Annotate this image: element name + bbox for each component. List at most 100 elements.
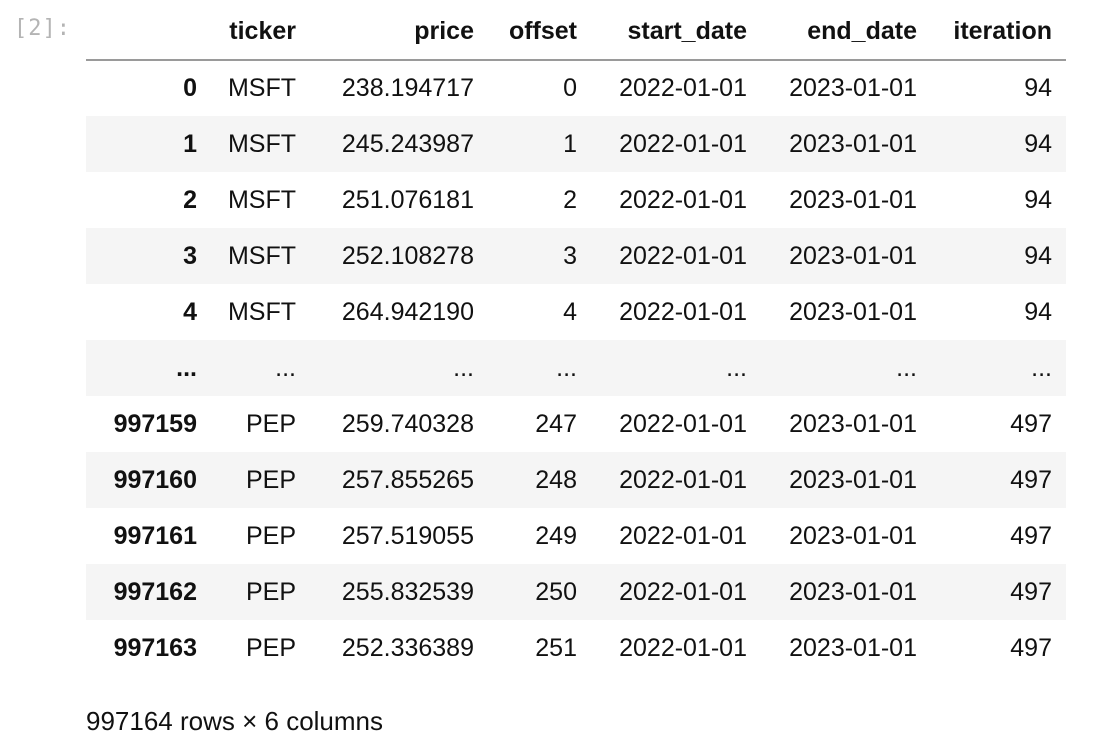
offset-cell: 0 bbox=[563, 74, 577, 102]
offset-cell: ... bbox=[556, 353, 577, 382]
iteration-cell: 497 bbox=[1010, 577, 1052, 606]
ticker-cell: MSFT bbox=[227, 185, 296, 214]
dataframe-shape-summary: 997164 rows × 6 columns bbox=[86, 706, 384, 736]
offset-cell: 2 bbox=[563, 185, 577, 214]
iteration-cell: 94 bbox=[1024, 241, 1052, 270]
ticker-cell: PEP bbox=[245, 409, 296, 438]
iteration-cell: 94 bbox=[1024, 185, 1052, 214]
end-date-cell: 2023-01-01 bbox=[789, 521, 917, 550]
row-index-cell: 3 bbox=[183, 241, 197, 270]
offset-cell: 248 bbox=[535, 465, 577, 494]
dataframe-table: ticker price offset start_date end_date … bbox=[86, 4, 1066, 676]
price-cell: 252.108278 bbox=[341, 241, 474, 270]
price-cell: 257.519055 bbox=[341, 521, 474, 550]
offset-cell: 1 bbox=[563, 129, 577, 158]
table-row: 997161 PEP 257.519055 249 2022-01-01 202… bbox=[86, 508, 1066, 564]
ticker-cell: PEP bbox=[245, 521, 296, 550]
start-date-cell: 2022-01-01 bbox=[619, 465, 747, 494]
start-date-cell: 2022-01-01 bbox=[619, 297, 747, 326]
end-date-cell: 2023-01-01 bbox=[789, 633, 917, 662]
header-cell-index bbox=[86, 4, 211, 61]
price-cell: 245.243987 bbox=[341, 129, 474, 158]
price-cell: 259.740328 bbox=[341, 409, 474, 438]
iteration-cell: 497 bbox=[1010, 465, 1052, 494]
table-row: 3 MSFT 252.108278 3 2022-01-01 2023-01-0… bbox=[86, 228, 1066, 284]
iteration-cell: ... bbox=[1031, 353, 1052, 382]
iteration-cell: 94 bbox=[1024, 129, 1052, 158]
iteration-cell: 94 bbox=[1024, 74, 1052, 102]
row-index-cell: 997161 bbox=[113, 521, 197, 550]
end-date-cell: 2023-01-01 bbox=[789, 74, 917, 102]
iteration-cell: 497 bbox=[1010, 633, 1052, 662]
offset-cell: 250 bbox=[535, 577, 577, 606]
table-row: 0 MSFT 238.194717 0 2022-01-01 2023-01-0… bbox=[86, 60, 1066, 116]
end-date-cell: 2023-01-01 bbox=[789, 129, 917, 158]
ticker-cell: PEP bbox=[245, 577, 296, 606]
table-body: 0 MSFT 238.194717 0 2022-01-01 2023-01-0… bbox=[86, 60, 1066, 676]
price-cell: 264.942190 bbox=[341, 297, 474, 326]
row-index-cell: 997159 bbox=[113, 409, 197, 438]
start-date-cell: 2022-01-01 bbox=[619, 577, 747, 606]
start-date-cell: 2022-01-01 bbox=[619, 409, 747, 438]
row-index-cell: 2 bbox=[183, 185, 197, 214]
cell-output-area: ticker price offset start_date end_date … bbox=[86, 4, 1066, 676]
row-index-cell: ... bbox=[176, 353, 197, 382]
price-cell: 257.855265 bbox=[341, 465, 474, 494]
table-row: 4 MSFT 264.942190 4 2022-01-01 2023-01-0… bbox=[86, 284, 1066, 340]
offset-cell: 247 bbox=[535, 409, 577, 438]
price-cell: 251.076181 bbox=[341, 185, 474, 214]
row-index-cell: 997163 bbox=[113, 633, 197, 662]
end-date-cell: ... bbox=[896, 353, 917, 382]
row-index-cell: 997162 bbox=[113, 577, 197, 606]
header-cell-offset: offset bbox=[488, 4, 591, 61]
iteration-cell: 94 bbox=[1024, 297, 1052, 326]
start-date-cell: 2022-01-01 bbox=[619, 74, 747, 102]
header-cell-ticker: ticker bbox=[211, 4, 310, 61]
start-date-cell: 2022-01-01 bbox=[619, 521, 747, 550]
table-row: 997163 PEP 252.336389 251 2022-01-01 202… bbox=[86, 620, 1066, 676]
row-index-cell: 997160 bbox=[113, 465, 197, 494]
end-date-cell: 2023-01-01 bbox=[789, 465, 917, 494]
offset-cell: 251 bbox=[535, 633, 577, 662]
start-date-cell: 2022-01-01 bbox=[619, 241, 747, 270]
start-date-cell: 2022-01-01 bbox=[619, 633, 747, 662]
ticker-cell: MSFT bbox=[227, 241, 296, 270]
row-index-cell: 0 bbox=[183, 74, 197, 102]
offset-cell: 3 bbox=[563, 241, 577, 270]
ticker-cell: ... bbox=[275, 353, 296, 382]
table-row: 1 MSFT 245.243987 1 2022-01-01 2023-01-0… bbox=[86, 116, 1066, 172]
ticker-cell: PEP bbox=[245, 633, 296, 662]
ticker-cell: MSFT bbox=[227, 129, 296, 158]
row-index-cell: 4 bbox=[183, 297, 197, 326]
start-date-cell: 2022-01-01 bbox=[619, 185, 747, 214]
table-row: 2 MSFT 251.076181 2 2022-01-01 2023-01-0… bbox=[86, 172, 1066, 228]
cell-execution-prompt: [2]: bbox=[14, 16, 71, 41]
table-row: 997160 PEP 257.855265 248 2022-01-01 202… bbox=[86, 452, 1066, 508]
ticker-cell: MSFT bbox=[227, 297, 296, 326]
start-date-cell: ... bbox=[726, 353, 747, 382]
table-row: 997159 PEP 259.740328 247 2022-01-01 202… bbox=[86, 396, 1066, 452]
ticker-cell: MSFT bbox=[227, 74, 296, 102]
price-cell: 255.832539 bbox=[341, 577, 474, 606]
offset-cell: 4 bbox=[563, 297, 577, 326]
price-cell: 252.336389 bbox=[341, 633, 474, 662]
header-cell-end-date: end_date bbox=[761, 4, 931, 61]
iteration-cell: 497 bbox=[1010, 521, 1052, 550]
end-date-cell: 2023-01-01 bbox=[789, 577, 917, 606]
ellipsis-row: ... ... ... ... ... ... ... bbox=[86, 340, 1066, 396]
ticker-cell: PEP bbox=[245, 465, 296, 494]
start-date-cell: 2022-01-01 bbox=[619, 129, 747, 158]
header-cell-iteration: iteration bbox=[931, 4, 1066, 61]
end-date-cell: 2023-01-01 bbox=[789, 241, 917, 270]
header-row: ticker price offset start_date end_date … bbox=[86, 4, 1066, 61]
end-date-cell: 2023-01-01 bbox=[789, 297, 917, 326]
row-index-cell: 1 bbox=[183, 129, 197, 158]
price-cell: 238.194717 bbox=[341, 74, 474, 102]
price-cell: ... bbox=[453, 353, 474, 382]
end-date-cell: 2023-01-01 bbox=[789, 185, 917, 214]
header-cell-start-date: start_date bbox=[591, 4, 761, 61]
table-row: 997162 PEP 255.832539 250 2022-01-01 202… bbox=[86, 564, 1066, 620]
offset-cell: 249 bbox=[535, 521, 577, 550]
end-date-cell: 2023-01-01 bbox=[789, 409, 917, 438]
iteration-cell: 497 bbox=[1010, 409, 1052, 438]
